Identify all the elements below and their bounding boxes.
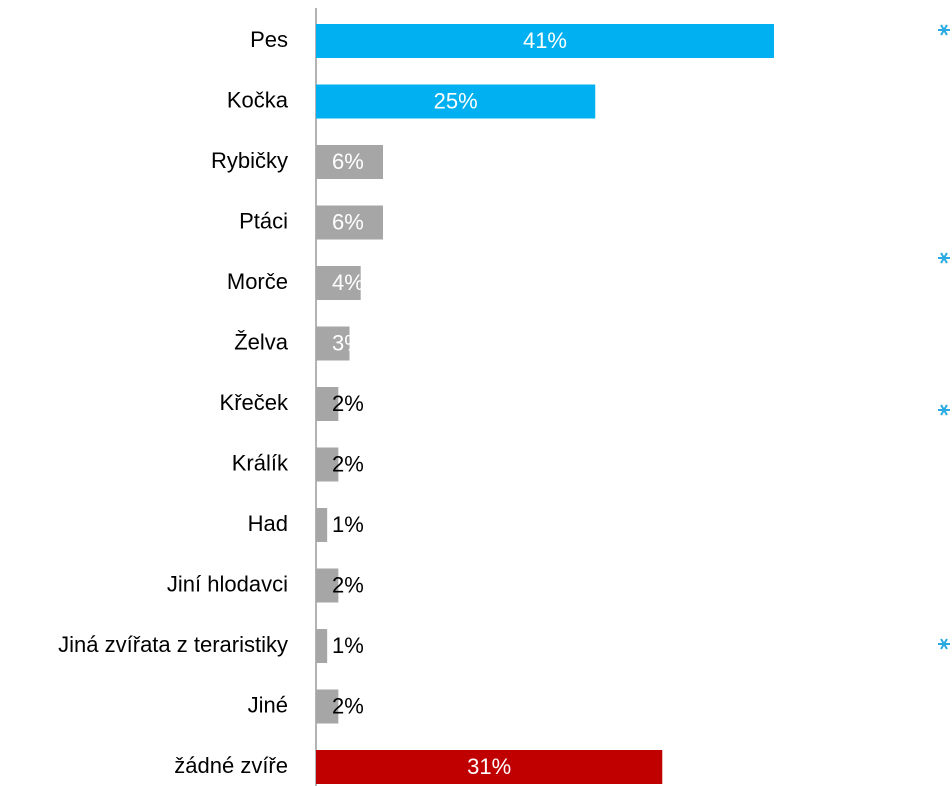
bar bbox=[316, 568, 339, 603]
data-label: 25% bbox=[434, 88, 478, 113]
data-label: 6% bbox=[332, 149, 364, 174]
bar bbox=[316, 205, 384, 240]
data-label: 1% bbox=[332, 633, 364, 658]
decoration bbox=[938, 24, 950, 650]
data-label: 2% bbox=[332, 572, 364, 597]
bar bbox=[316, 145, 384, 179]
bar bbox=[316, 24, 774, 58]
bar bbox=[316, 266, 361, 300]
bar bbox=[316, 326, 350, 361]
y-tick-label: Had bbox=[248, 511, 288, 536]
y-tick-label: Jiné bbox=[248, 692, 288, 717]
y-tick-label: Křeček bbox=[220, 390, 289, 415]
bar bbox=[316, 84, 596, 119]
y-tick-label: Želva bbox=[234, 329, 289, 354]
data-label: 2% bbox=[332, 391, 364, 416]
data-label: 2% bbox=[332, 693, 364, 718]
data-label: 1% bbox=[332, 512, 364, 537]
bar bbox=[316, 750, 663, 784]
data-label: 31% bbox=[467, 754, 511, 779]
y-tick-label: Morče bbox=[227, 269, 288, 294]
y-tick-label: Rybičky bbox=[211, 148, 288, 173]
data-label: 3% bbox=[332, 330, 364, 355]
bar bbox=[316, 447, 339, 482]
bar bbox=[316, 508, 328, 542]
data-label: 4% bbox=[332, 270, 364, 295]
y-tick-label: Ptáci bbox=[239, 208, 288, 233]
bar bbox=[316, 387, 339, 421]
y-tick-label: žádné zvíře bbox=[174, 753, 288, 778]
y-tick-label: Kočka bbox=[227, 87, 289, 112]
data-label: 6% bbox=[332, 209, 364, 234]
y-tick-label: Králík bbox=[232, 450, 289, 475]
bar bbox=[316, 629, 328, 663]
data-label: 41% bbox=[523, 28, 567, 53]
y-tick-label: Pes bbox=[250, 27, 288, 52]
y-tick-label: Jiná zvířata z teraristiky bbox=[58, 632, 288, 657]
y-tick-label: Jiní hlodavci bbox=[167, 571, 288, 596]
bar bbox=[316, 689, 339, 724]
data-label: 2% bbox=[332, 451, 364, 476]
